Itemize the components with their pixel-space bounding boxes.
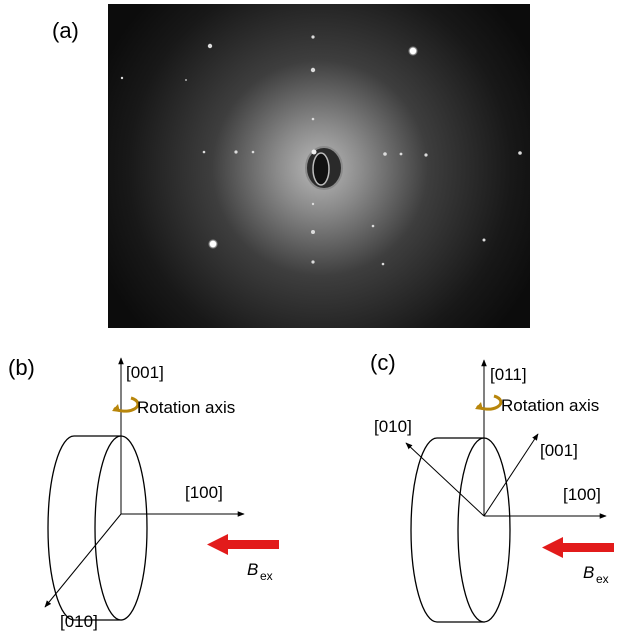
field-arrow-icon-b — [207, 534, 279, 555]
spot — [383, 152, 387, 156]
rotation-axis-b-label: Rotation axis — [137, 398, 235, 417]
spot — [399, 152, 403, 156]
spot — [234, 150, 238, 154]
field-c-label: B — [583, 563, 594, 582]
crystal-disc-c — [410, 437, 511, 623]
axis-010-b-label: [010] — [60, 612, 98, 631]
panel-a-label: (a) — [52, 18, 79, 43]
spot — [371, 224, 375, 228]
rotation-arrow-icon-c — [475, 394, 503, 411]
panel-c-diagram: [011] Rotation axis [010] [001] [100] B … — [374, 359, 614, 623]
spot — [424, 153, 428, 157]
panel-b-label: (b) — [8, 355, 35, 380]
axis-100-b-label: [100] — [185, 483, 223, 502]
field-c-sub: ex — [596, 572, 609, 586]
spot — [381, 262, 385, 266]
spot — [311, 230, 315, 234]
panel-c-label: (c) — [370, 350, 396, 375]
rotation-axis-c-label: Rotation axis — [501, 396, 599, 415]
spot — [207, 43, 213, 49]
rotation-arrow-icon-b — [112, 396, 140, 413]
axis-001-c-label: [001] — [540, 441, 578, 460]
spot — [311, 260, 315, 264]
beam-stop — [305, 146, 343, 190]
spot — [185, 79, 187, 81]
field-arrow-icon-c — [542, 537, 614, 558]
spot — [518, 151, 522, 155]
field-b-sub: ex — [260, 569, 273, 583]
spot — [482, 238, 486, 242]
panel-b-diagram: [001] Rotation axis [100] [010] B ex — [44, 357, 279, 631]
spot — [202, 150, 206, 154]
crystal-disc-b — [47, 435, 148, 621]
spot-bright — [209, 240, 217, 248]
spot — [251, 150, 255, 154]
diffraction-spots — [120, 35, 522, 266]
spot — [311, 117, 315, 121]
spot — [120, 76, 124, 80]
axis-010-b — [44, 513, 122, 608]
spot-bright — [409, 47, 417, 55]
spot — [311, 202, 315, 206]
axis-100-c-label: [100] — [563, 485, 601, 504]
axis-001-b-label: [001] — [126, 363, 164, 382]
field-b-label: B — [247, 560, 258, 579]
axis-010-c — [405, 442, 485, 517]
axis-011-c-label: [011] — [490, 365, 527, 384]
axis-010-c-label: [010] — [374, 417, 412, 436]
spot — [311, 35, 315, 39]
spot — [310, 67, 316, 73]
laue-diffraction-image — [108, 4, 530, 328]
axis-001-c — [483, 433, 539, 517]
